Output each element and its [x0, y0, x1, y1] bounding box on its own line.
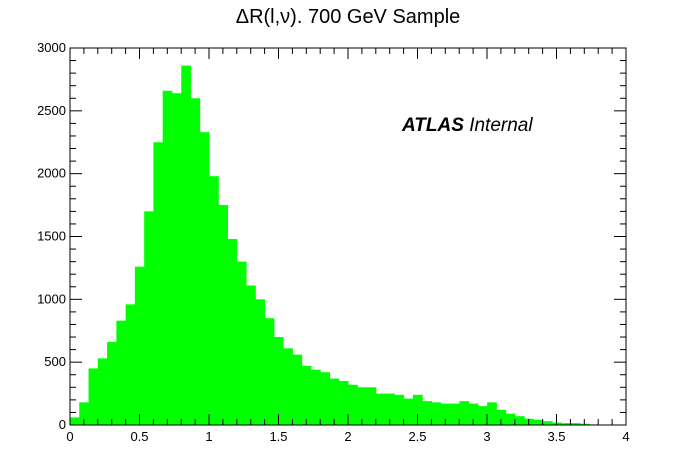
histogram-bar [236, 261, 247, 425]
histogram-bar [496, 409, 507, 425]
histogram-bar [107, 342, 117, 425]
histogram-bar [533, 419, 544, 425]
histogram-bar [320, 372, 330, 425]
histogram-bar [171, 93, 182, 426]
y-tick-label: 1500 [37, 229, 66, 244]
histogram-bar [162, 90, 173, 425]
histogram-bar [329, 378, 340, 425]
histogram-bar [292, 354, 303, 425]
histogram-bar [199, 132, 210, 425]
histogram-bar [413, 394, 423, 425]
histogram-bar [487, 402, 497, 425]
y-tick-label: 0 [59, 417, 66, 432]
atlas-label: ATLAS Internal [401, 115, 533, 136]
histogram-bar [570, 423, 581, 425]
histogram-bar [403, 398, 414, 425]
histogram-bar [459, 401, 470, 425]
histogram-bar [144, 211, 154, 425]
histogram-bar [338, 381, 349, 425]
histogram-bar [70, 417, 80, 425]
histogram-bar [561, 423, 572, 425]
y-tick-label: 2500 [37, 103, 66, 118]
histogram-bar [375, 393, 386, 425]
x-tick-label: 3 [483, 429, 490, 444]
chart-title: ΔR(l,ν). 700 GeV Sample [236, 6, 461, 28]
x-tick-label: 0.5 [130, 429, 148, 444]
x-tick-label: 2.5 [408, 429, 426, 444]
x-tick-label: 2 [344, 429, 351, 444]
histogram-bar [468, 403, 479, 425]
histogram-bar [209, 176, 219, 425]
histogram-bar [218, 205, 229, 425]
x-axis: 0 0.5 1 1.5 2 2.5 3 3.5 4 [66, 48, 630, 444]
histogram-bars [70, 65, 609, 426]
histogram-bar [246, 285, 256, 425]
histogram-bar [357, 387, 368, 425]
histogram-bar [283, 348, 293, 425]
y-tick-label: 500 [44, 354, 66, 369]
atlas-label-internal: Internal [464, 115, 533, 136]
histogram-bar [134, 266, 145, 425]
x-tick-label: 3.5 [547, 429, 565, 444]
histogram-bar [348, 384, 358, 425]
histogram-bar [79, 402, 89, 425]
x-tick-label: 1 [205, 429, 212, 444]
y-axis: 0 500 1000 1500 2000 2500 3000 [37, 40, 626, 432]
histogram-bar [301, 365, 312, 425]
y-tick-label: 2000 [37, 166, 66, 181]
histogram-bar [477, 406, 488, 425]
histogram-bar [153, 142, 164, 425]
histogram-bar [542, 421, 553, 425]
histogram-bar [431, 402, 442, 425]
histogram-bar [190, 98, 201, 426]
histogram-bar [255, 299, 266, 425]
histogram-bar [515, 416, 525, 425]
y-tick-label: 3000 [37, 40, 66, 55]
histogram-bar [422, 401, 432, 425]
histogram-bar [264, 318, 275, 425]
histogram-bar [88, 368, 99, 425]
atlas-label-bold: ATLAS [401, 115, 464, 136]
histogram-bar [116, 320, 127, 425]
histogram-bar [450, 403, 460, 425]
y-tick-label: 1000 [37, 291, 66, 306]
histogram-bar [505, 413, 516, 425]
histogram-bar [227, 239, 238, 425]
histogram-bar [311, 369, 321, 425]
x-tick-label: 0 [66, 429, 73, 444]
histogram-bar [125, 304, 136, 425]
histogram-bar [97, 358, 108, 425]
histogram-bar [181, 65, 191, 425]
x-tick-label: 4 [622, 429, 629, 444]
histogram-bar [385, 393, 395, 425]
histogram-bar [394, 394, 405, 425]
histogram-bar [366, 387, 377, 425]
histogram-bar [273, 337, 284, 425]
histogram-bar [440, 403, 451, 425]
x-tick-label: 1.5 [269, 429, 287, 444]
